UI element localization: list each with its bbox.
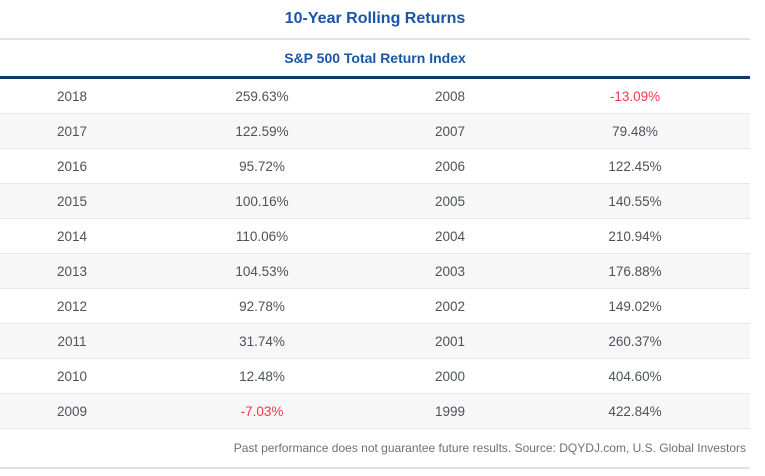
year-cell: 2011 (0, 323, 144, 359)
year-cell: 2012 (0, 288, 144, 324)
table-row: 2010 12.48% 2000 404.60% (0, 358, 750, 394)
table-row: 2015 100.16% 2005 140.55% (0, 183, 750, 219)
year-cell: 2005 (380, 183, 520, 219)
return-cell: 122.45% (520, 148, 750, 184)
year-cell: 2006 (380, 148, 520, 184)
return-cell: 404.60% (520, 358, 750, 394)
returns-table: 2018 259.63% 2008 -13.09% 2017 122.59% 2007 79.… (0, 79, 750, 429)
return-cell: -7.03% (144, 393, 380, 429)
report-title: 10-Year Rolling Returns (0, 0, 750, 40)
return-cell: 104.53% (144, 253, 380, 289)
return-cell: -13.09% (520, 79, 750, 114)
return-cell: 149.02% (520, 288, 750, 324)
year-cell: 2008 (380, 79, 520, 114)
return-cell: 100.16% (144, 183, 380, 219)
table-row: 2016 95.72% 2006 122.45% (0, 148, 750, 184)
table-row: 2011 31.74% 2001 260.37% (0, 323, 750, 359)
table-row: 2017 122.59% 2007 79.48% (0, 113, 750, 149)
year-cell: 2010 (0, 358, 144, 394)
return-cell: 422.84% (520, 393, 750, 429)
return-cell: 92.78% (144, 288, 380, 324)
year-cell: 2003 (380, 253, 520, 289)
year-cell: 2009 (0, 393, 144, 429)
header-rule (0, 76, 750, 79)
year-cell: 2013 (0, 253, 144, 289)
year-cell: 2001 (380, 323, 520, 359)
year-cell: 2004 (380, 218, 520, 254)
table-row: 2014 110.06% 2004 210.94% (0, 218, 750, 254)
return-cell: 12.48% (144, 358, 380, 394)
return-cell: 110.06% (144, 218, 380, 254)
year-cell: 2002 (380, 288, 520, 324)
rolling-returns-report: 10-Year Rolling Returns S&P 500 Total Re… (0, 0, 750, 469)
return-cell: 95.72% (144, 148, 380, 184)
return-cell: 259.63% (144, 79, 380, 114)
year-cell: 2014 (0, 218, 144, 254)
return-cell: 31.74% (144, 323, 380, 359)
table-row: 2009 -7.03% 1999 422.84% (0, 393, 750, 429)
table-row: 2012 92.78% 2002 149.02% (0, 288, 750, 324)
table-row: 2013 104.53% 2003 176.88% (0, 253, 750, 289)
report-subtitle: S&P 500 Total Return Index (284, 50, 466, 66)
return-cell: 122.59% (144, 113, 380, 149)
return-cell: 79.48% (520, 113, 750, 149)
year-cell: 2000 (380, 358, 520, 394)
return-cell: 176.88% (520, 253, 750, 289)
year-cell: 2007 (380, 113, 520, 149)
year-cell: 1999 (380, 393, 520, 429)
year-cell: 2016 (0, 148, 144, 184)
returns-table-body: 2018 259.63% 2008 -13.09% 2017 122.59% 2007 79.… (0, 79, 750, 429)
source-note: Past performance does not guarantee futu… (0, 429, 750, 469)
table-row: 2018 259.63% 2008 -13.09% (0, 79, 750, 114)
year-cell: 2018 (0, 79, 144, 114)
year-cell: 2015 (0, 183, 144, 219)
return-cell: 140.55% (520, 183, 750, 219)
return-cell: 210.94% (520, 218, 750, 254)
year-cell: 2017 (0, 113, 144, 149)
return-cell: 260.37% (520, 323, 750, 359)
